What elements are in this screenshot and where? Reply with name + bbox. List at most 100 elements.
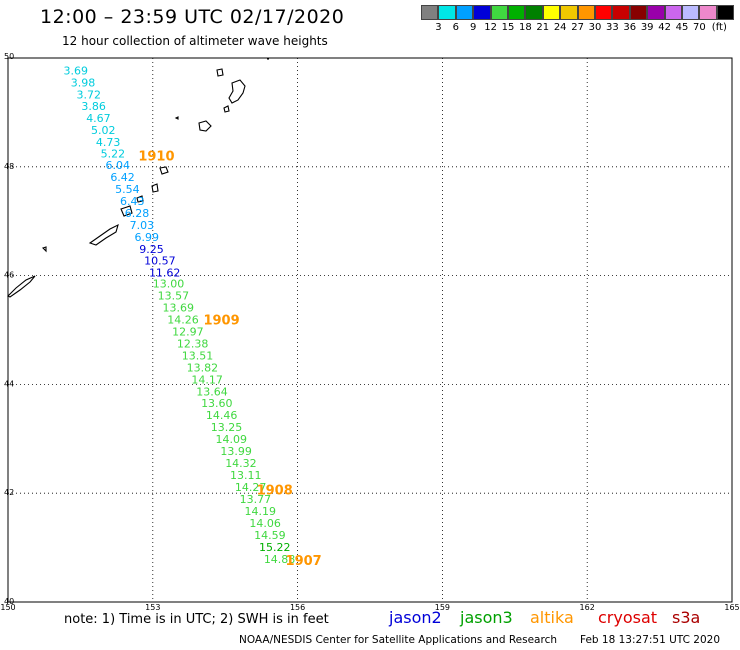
colorbar-swatch xyxy=(699,5,717,20)
pass-time-labels: 1910 1909 1908 1907 xyxy=(138,149,321,569)
island-small-9 xyxy=(120,205,133,217)
x-tick-label: 162 xyxy=(580,603,595,612)
wave-height-value: 13.25 xyxy=(211,421,243,434)
colorbar-label: 30 xyxy=(588,22,602,33)
colorbar-label: 21 xyxy=(536,22,550,33)
wave-height-value: 14.59 xyxy=(254,529,286,542)
pass-time-label: 1910 xyxy=(138,149,174,164)
island-small-3 xyxy=(198,120,212,132)
colorbar-swatch xyxy=(716,5,735,20)
x-tick-label: 156 xyxy=(290,603,305,612)
colorbar-label: 36 xyxy=(623,22,637,33)
generated-time: Feb 18 13:27:51 UTC 2020 xyxy=(580,634,720,646)
colorbar-label: 15 xyxy=(501,22,515,33)
colorbar-swatch xyxy=(560,5,578,20)
colorbar-label: 9 xyxy=(470,22,477,33)
wave-height-value: 14.88 xyxy=(264,553,296,566)
page-subtitle: 12 hour collection of altimeter wave hei… xyxy=(62,34,328,48)
wave-height-value: 13.77 xyxy=(240,493,272,506)
y-tick-label: 42 xyxy=(4,488,14,497)
colorbar-swatch xyxy=(682,5,700,20)
wave-height-value: 14.09 xyxy=(216,433,248,446)
y-tick-label: 48 xyxy=(4,162,14,171)
page-title: 12:00 – 23:59 UTC 02/17/2020 xyxy=(40,6,345,28)
wave-height-value: 12.38 xyxy=(177,337,209,350)
wave-height-observations: 3.693.983.723.864.675.024.735.226.046.42… xyxy=(64,64,296,566)
colorbar-label: 45 xyxy=(675,22,689,33)
island-small-4 xyxy=(174,116,179,120)
colorbar-label: 3 xyxy=(435,22,442,33)
wave-height-value: 13.11 xyxy=(230,469,262,482)
x-tick-label: 150 xyxy=(0,603,15,612)
wave-height-value: 4.73 xyxy=(96,136,121,149)
wave-height-value: 5.22 xyxy=(101,148,126,161)
wave-height-value: 5.54 xyxy=(115,183,140,196)
island-small-7 xyxy=(151,183,159,193)
y-tick-label: 44 xyxy=(4,379,14,388)
wave-height-value: 13.00 xyxy=(153,278,185,291)
colorbar-unit: (ft) xyxy=(711,22,727,33)
wave-height-value: 6.99 xyxy=(134,231,159,244)
wave-height-value: 6.42 xyxy=(110,171,135,184)
colorbar-label: 6 xyxy=(452,22,459,33)
credit-text: NOAA/NESDIS Center for Satellite Applica… xyxy=(239,634,557,646)
island-small-10 xyxy=(41,246,47,253)
colorbar-swatch xyxy=(577,5,595,20)
island-small-8 xyxy=(136,195,144,203)
wave-height-value: 13.60 xyxy=(201,397,233,410)
colorbar-label: 33 xyxy=(606,22,619,33)
island-long xyxy=(88,223,119,246)
wave-height-value: 9.25 xyxy=(139,243,164,256)
colorbar-swatch xyxy=(421,5,439,20)
wave-height-value: 14.46 xyxy=(206,409,238,422)
colorbar-swatch xyxy=(508,5,526,20)
colorbar-swatch xyxy=(612,5,630,20)
colorbar-swatch xyxy=(525,5,543,20)
y-tick-label: 40 xyxy=(4,597,14,606)
wave-height-value: 14.32 xyxy=(225,457,257,470)
wave-height-value: 13.51 xyxy=(182,349,214,362)
wave-height-value: 12.97 xyxy=(172,325,204,338)
island-small-6 xyxy=(159,166,169,175)
map-frame xyxy=(7,57,733,603)
wave-height-value: 3.69 xyxy=(64,64,89,77)
x-tick-label: 159 xyxy=(435,603,450,612)
wave-height-value: 6.43 xyxy=(120,195,145,208)
coastline xyxy=(7,58,269,298)
colorbar-swatch xyxy=(629,5,648,20)
colorbar-label: 24 xyxy=(553,22,567,33)
satellite-name: jason3 xyxy=(460,608,513,627)
colorbar-label: 18 xyxy=(519,22,532,33)
colorbar-swatch xyxy=(473,5,491,20)
colorbar-label: 70 xyxy=(693,22,706,33)
wave-height-value: 5.02 xyxy=(91,124,116,137)
footnote: note: 1) Time is in UTC; 2) SWH is in fe… xyxy=(64,612,329,627)
wave-height-value: 14.17 xyxy=(191,373,223,386)
wave-height-value: 13.64 xyxy=(196,385,228,398)
pass-time-label: 1909 xyxy=(203,314,239,329)
pass-time-label: 1908 xyxy=(257,483,293,498)
x-tick-label: 165 xyxy=(724,603,739,612)
colorbar-swatch xyxy=(438,5,456,20)
colorbar-swatch xyxy=(647,5,665,20)
y-tick-label: 46 xyxy=(4,271,14,280)
wave-height-value: 3.72 xyxy=(77,88,102,101)
colorbar-swatch xyxy=(664,5,682,20)
y-tick-label: 50 xyxy=(4,52,14,61)
wave-height-value: 3.86 xyxy=(81,100,106,113)
colorbar-swatch xyxy=(595,5,613,20)
wave-height-value: 14.06 xyxy=(249,517,280,530)
wave-height-value: 11.62 xyxy=(149,267,181,280)
wave-height-value: 6.28 xyxy=(125,207,149,220)
colorbar-label: 42 xyxy=(658,22,671,33)
island-large xyxy=(228,79,246,104)
colorbar-label: 12 xyxy=(484,22,497,33)
wave-height-value: 14.27 xyxy=(235,481,267,494)
coast-sw xyxy=(7,275,36,298)
x-tick-label: 153 xyxy=(145,603,160,612)
map-grid: 150 153 156 159 162 165 50 48 46 44 42 40 xyxy=(0,52,739,612)
wave-height-value: 13.57 xyxy=(158,290,190,303)
wave-height-value: 14.19 xyxy=(245,505,276,518)
satellite-name: jason2 xyxy=(389,608,442,627)
